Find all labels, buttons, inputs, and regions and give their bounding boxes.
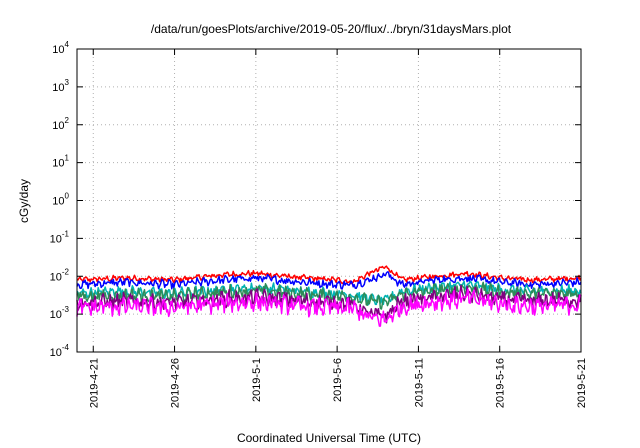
y-tick-base: 10 bbox=[50, 347, 62, 359]
series-line bbox=[76, 271, 582, 290]
y-tick-exponent: -1 bbox=[62, 229, 70, 238]
x-axis-title: Coordinated Universal Time (UTC) bbox=[237, 431, 421, 445]
y-tick-label: 10-1 bbox=[50, 229, 70, 245]
y-tick-exponent: 0 bbox=[65, 192, 70, 201]
y-tick-exponent: -4 bbox=[62, 343, 70, 352]
y-tick-base: 10 bbox=[52, 158, 64, 170]
y-tick-base: 10 bbox=[50, 309, 62, 321]
y-tick-base: 10 bbox=[52, 196, 64, 208]
y-tick-label: 10-2 bbox=[50, 267, 70, 283]
y-tick-base: 10 bbox=[52, 120, 64, 132]
x-tick-label: 2019-5-1 bbox=[251, 358, 263, 402]
y-tick-exponent: 1 bbox=[65, 154, 70, 163]
y-tick-exponent: 2 bbox=[65, 116, 70, 125]
x-tick-label: 2019-4-21 bbox=[88, 358, 100, 408]
y-tick-label: 103 bbox=[52, 78, 69, 94]
y-tick-label: 102 bbox=[52, 116, 69, 132]
y-tick-base: 10 bbox=[52, 44, 64, 56]
y-tick-label: 100 bbox=[52, 192, 69, 208]
y-tick-exponent: 4 bbox=[65, 40, 70, 49]
y-axis-title: cGy/day bbox=[17, 179, 31, 223]
chart-title: /data/run/goesPlots/archive/2019-05-20/f… bbox=[151, 22, 512, 36]
x-tick-label: 2019-5-21 bbox=[576, 358, 588, 408]
y-tick-exponent: -3 bbox=[62, 305, 70, 314]
x-tick-label: 2019-5-16 bbox=[495, 358, 507, 408]
x-tick-label: 2019-5-6 bbox=[332, 358, 344, 402]
y-tick-label: 10-4 bbox=[50, 343, 70, 359]
y-tick-label: 10-3 bbox=[50, 305, 70, 321]
y-tick-exponent: 3 bbox=[65, 78, 70, 87]
series-line bbox=[76, 281, 582, 310]
y-tick-base: 10 bbox=[52, 82, 64, 94]
series-line bbox=[76, 288, 582, 327]
x-tick-label: 2019-4-26 bbox=[170, 358, 182, 408]
x-tick-label: 2019-5-11 bbox=[413, 358, 425, 407]
y-tick-label: 101 bbox=[52, 154, 69, 170]
y-tick-label: 104 bbox=[52, 40, 69, 56]
x-axis: 2019-4-21 2019-4-26 2019-5-1 2019-5-6 2019-5… bbox=[88, 49, 588, 408]
y-tick-base: 10 bbox=[50, 271, 62, 283]
series-layer bbox=[76, 265, 582, 327]
y-tick-exponent: -2 bbox=[62, 267, 70, 276]
y-tick-base: 10 bbox=[50, 233, 62, 245]
series-line bbox=[76, 284, 582, 324]
